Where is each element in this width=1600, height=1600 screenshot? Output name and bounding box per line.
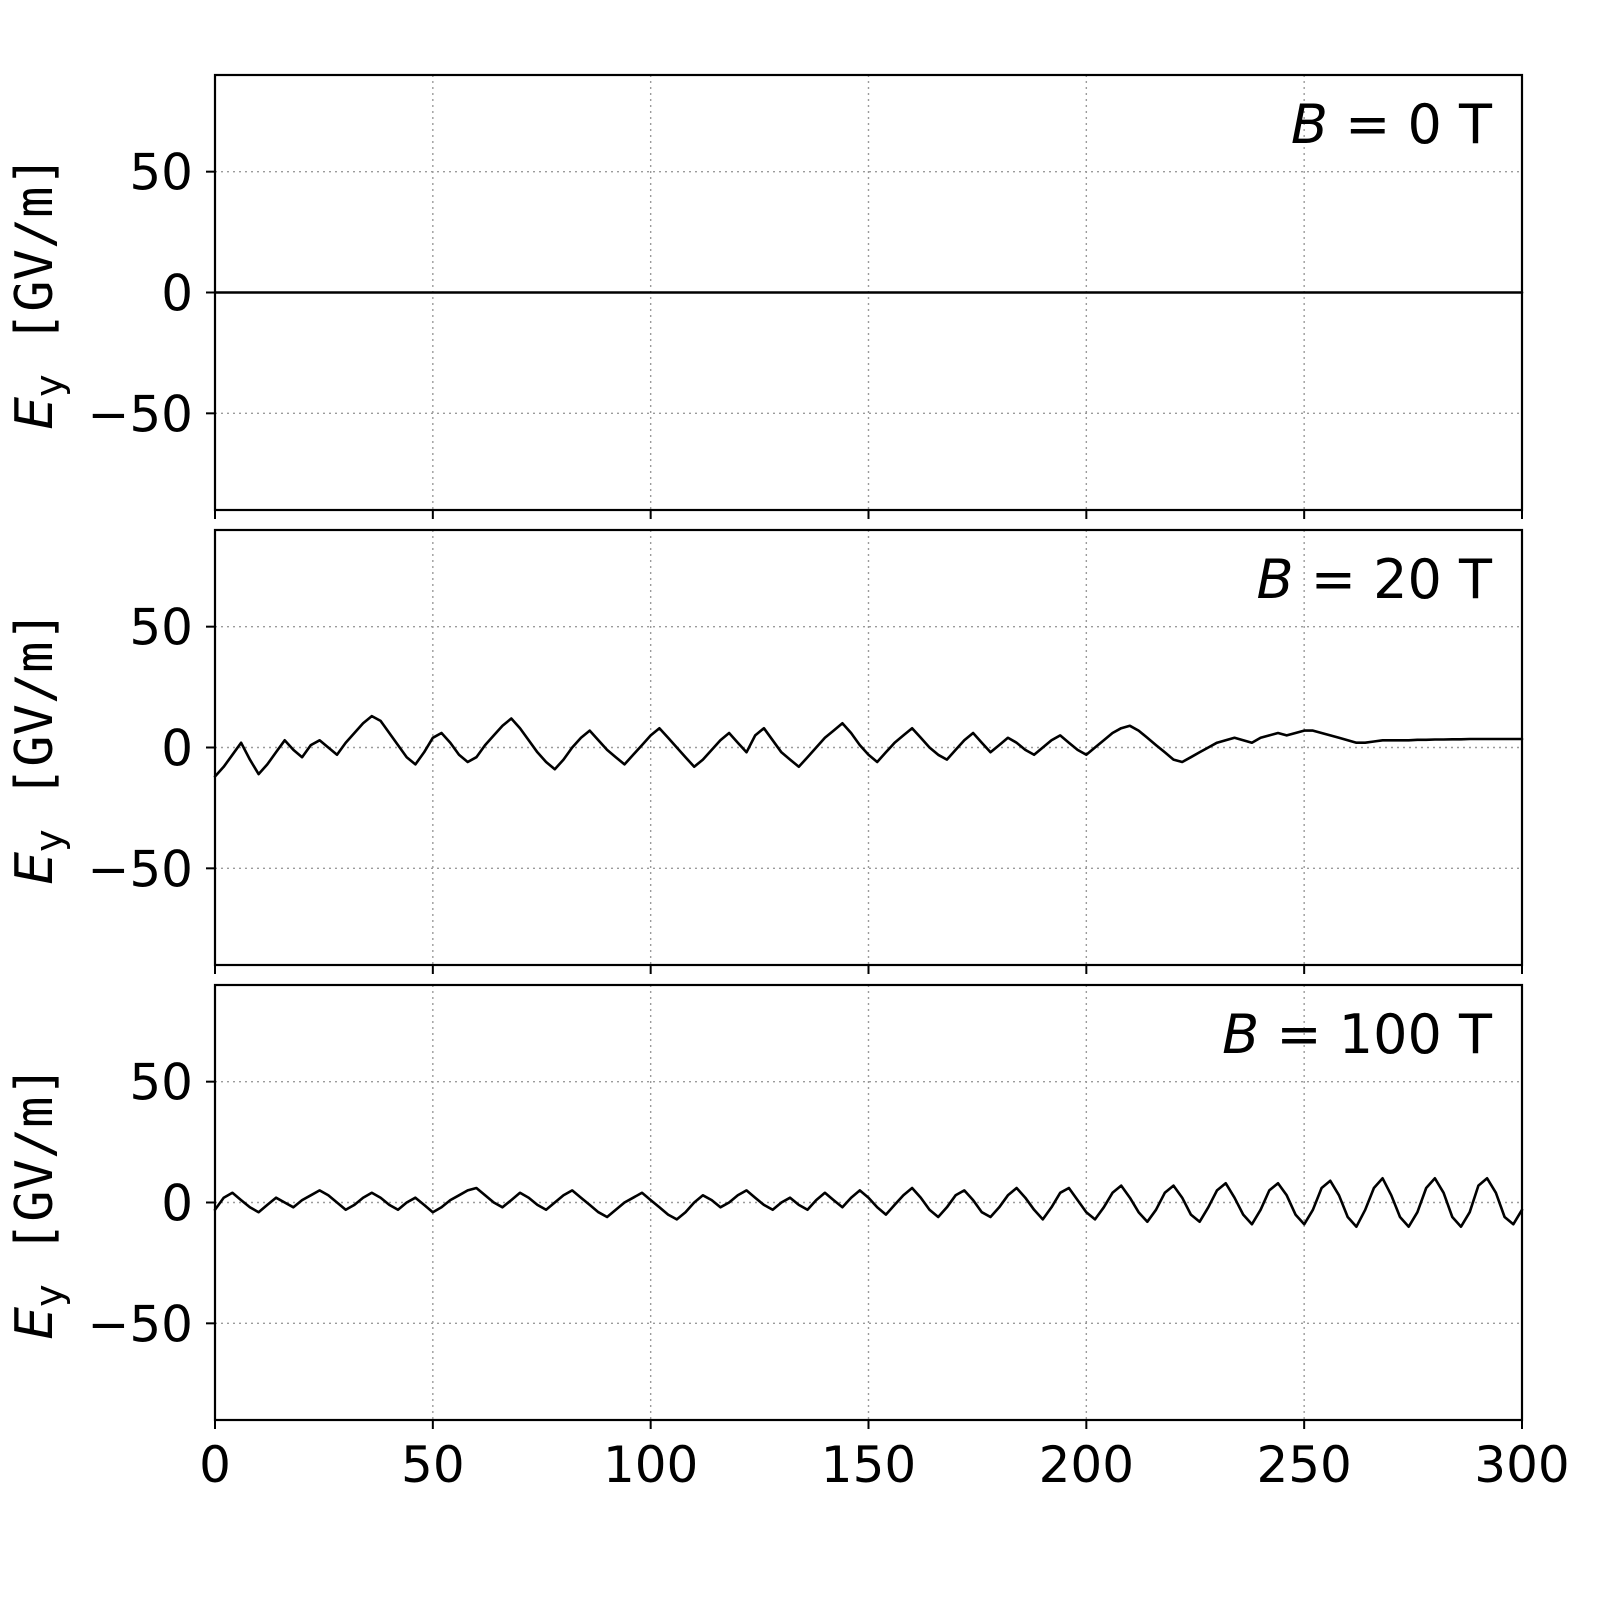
panel-b100-labels: Ey [GV/m] B = 100 T (5, 1003, 1493, 1340)
y-axis-label: Ey [GV/m] (5, 1065, 71, 1340)
y-tick-label: −50 (87, 840, 193, 898)
y-tick-label: 50 (129, 1054, 193, 1112)
x-tick-label: 150 (821, 1436, 916, 1494)
panel-b0-labels: Ey [GV/m] B = 0 T (5, 93, 1493, 430)
y-tick-label: 0 (161, 720, 193, 778)
x-tick-label: 0 (199, 1436, 231, 1494)
y-tick-label: 0 (161, 265, 193, 323)
y-tick-label: −50 (87, 385, 193, 443)
data-line (213, 1177, 1524, 1228)
data-line (213, 714, 1524, 778)
annotation-b100: B = 100 T (1222, 1003, 1493, 1066)
annotation-b20: B = 20 T (1257, 548, 1494, 611)
x-tick-label: 250 (1256, 1436, 1351, 1494)
y-axis-label: Ey [GV/m] (5, 610, 71, 885)
y-tick-label: 50 (129, 599, 193, 657)
x-tick-label: 200 (1039, 1436, 1134, 1494)
x-tick-label: 300 (1474, 1436, 1569, 1494)
annotation-b0: B = 0 T (1291, 93, 1493, 156)
x-tick-label: 100 (603, 1436, 698, 1494)
y-tick-label: −50 (87, 1295, 193, 1353)
y-tick-label: 0 (161, 1175, 193, 1233)
y-axis-label: Ey [GV/m] (5, 155, 71, 430)
panel-b20-labels: Ey [GV/m] B = 20 T (5, 548, 1493, 885)
y-tick-label: 50 (129, 144, 193, 202)
panel-b100: 50 0 −50 0 50 100 150 200 250 300 (87, 983, 1570, 1494)
x-tick-label: 50 (401, 1436, 465, 1494)
panel-b0: 50 0 −50 (87, 73, 1524, 519)
panel-b20: 50 0 −50 (87, 528, 1524, 974)
